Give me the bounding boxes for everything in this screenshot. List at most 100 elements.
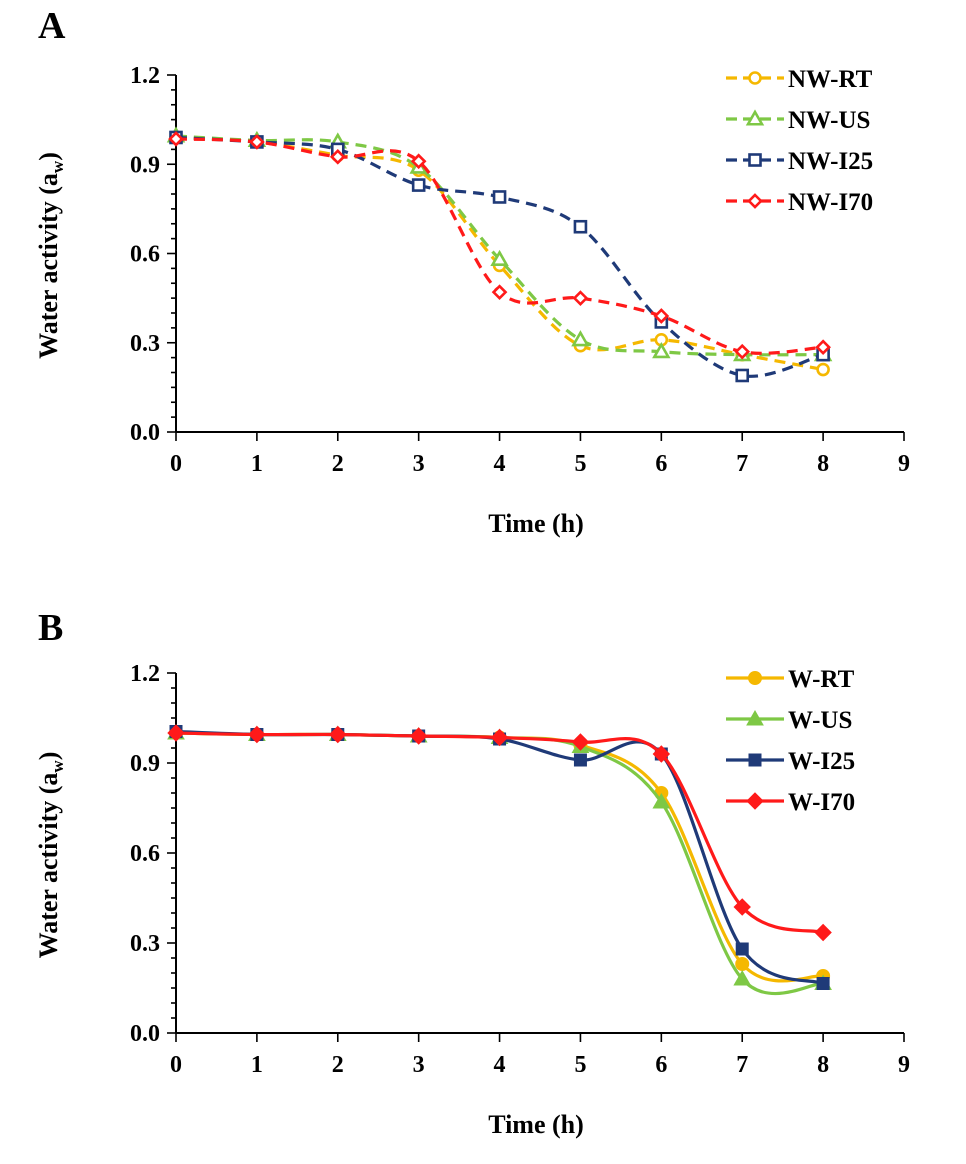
legend-label: NW-I25 (788, 148, 873, 175)
data-point (733, 898, 751, 916)
data-point (652, 792, 671, 809)
data-point (572, 290, 589, 306)
panel-label: A (38, 5, 66, 47)
y-tick-label: 0.3 (130, 331, 160, 357)
data-point (734, 343, 751, 360)
series-NW-I70 (168, 131, 831, 360)
y-tick-label: 0.0 (130, 1021, 160, 1047)
x-tick-label: 6 (655, 1052, 667, 1078)
legend-marker (746, 792, 764, 810)
legend-marker (746, 709, 764, 726)
data-point (814, 923, 832, 942)
series-W-I25 (169, 725, 830, 990)
x-tick-label: 9 (898, 451, 910, 477)
data-point (652, 745, 671, 763)
legend-entry: W-RT (726, 666, 855, 693)
x-tick-label: 8 (817, 451, 829, 477)
x-tick-label: 3 (413, 1052, 425, 1078)
x-tick-label: 1 (251, 1052, 263, 1078)
series-NW-US (166, 126, 833, 362)
data-point (735, 942, 749, 956)
legend-label: W-I70 (788, 789, 855, 816)
data-point (492, 190, 507, 204)
data-point (410, 153, 427, 170)
x-tick-label: 7 (736, 1052, 748, 1078)
chart-panel-B: B 0.0 0.3 0.6 0.9 1.2 0 1 2 3 4 5 6 7 8 9 Time (h) Water … (34, 607, 910, 1139)
series-line (175, 731, 824, 983)
data-point (411, 178, 426, 192)
series-W-I70 (167, 724, 832, 942)
y-title-subscript: w (48, 160, 67, 173)
legend-entry: W-I25 (726, 748, 855, 775)
legend-marker (748, 71, 762, 85)
legend-label: NW-RT (788, 66, 873, 93)
y-axis-title: Water activity (aw) (34, 152, 67, 359)
y-title-close: ) (34, 152, 63, 161)
data-point (733, 969, 752, 986)
y-tick-label: 0.6 (130, 242, 160, 268)
x-tick-label: 5 (574, 451, 586, 477)
legend-entry: NW-I25 (726, 148, 873, 175)
y-tick-label: 0.9 (130, 751, 160, 777)
legend-marker (747, 193, 763, 209)
series-W-RT (169, 726, 831, 983)
data-point (249, 134, 265, 150)
data-point (573, 753, 587, 767)
legend-marker (745, 109, 765, 126)
y-tick-label: 1.2 (130, 661, 160, 687)
x-tick-label: 8 (817, 1052, 829, 1078)
data-point (571, 330, 590, 347)
data-point (573, 219, 588, 234)
y-title-main: Water activity (a (34, 773, 63, 959)
legend-label: W-RT (788, 666, 855, 693)
series-line (175, 137, 824, 355)
data-point (490, 249, 509, 267)
y-axis-title: Water activity (aw) (34, 752, 67, 959)
x-axis-title: Time (h) (488, 1110, 584, 1139)
y-tick-label: 1.2 (130, 63, 160, 89)
legend-marker (748, 153, 762, 167)
legend-entry: W-US (726, 707, 852, 734)
data-point (167, 724, 185, 742)
x-tick-label: 6 (655, 451, 667, 477)
data-point (409, 727, 428, 745)
series-line (175, 731, 824, 935)
legend-label: NW-US (788, 107, 870, 134)
x-tick-label: 3 (413, 451, 425, 477)
data-point (329, 148, 346, 165)
legend-marker (748, 671, 762, 685)
legend-entry: NW-I70 (726, 189, 873, 216)
panel-label: B (38, 607, 63, 649)
series-W-US (167, 723, 832, 996)
data-point (735, 957, 750, 971)
chart-panel-A: A 0.0 0.3 0.6 0.9 1.2 0 1 2 3 4 5 6 7 8 9 Time (h) Water … (34, 5, 910, 538)
data-point (653, 308, 670, 324)
x-tick-label: 0 (170, 451, 182, 477)
x-tick-label: 2 (332, 451, 344, 477)
x-tick-label: 4 (494, 451, 506, 477)
x-tick-label: 9 (898, 1052, 910, 1078)
y-tick-label: 0.3 (130, 931, 160, 957)
data-point (652, 342, 671, 359)
data-point (491, 284, 508, 301)
y-title-main: Water activity (a (34, 173, 63, 359)
data-point (816, 362, 830, 377)
legend-entry: NW-US (726, 107, 870, 134)
legend-label: W-I25 (788, 748, 855, 775)
x-tick-label: 5 (574, 1052, 586, 1078)
legend-entry: W-I70 (726, 789, 855, 816)
data-point (816, 977, 830, 990)
y-tick-label: 0.9 (130, 152, 160, 178)
legend-marker (748, 753, 762, 767)
x-tick-label: 1 (251, 451, 263, 477)
series-line (175, 134, 824, 357)
y-tick-label: 0.6 (130, 841, 160, 867)
y-tick-label: 0.0 (130, 420, 160, 446)
data-point (815, 339, 831, 356)
data-point (490, 728, 509, 747)
data-point (735, 368, 750, 383)
x-tick-label: 4 (494, 1052, 506, 1078)
data-point (248, 725, 266, 744)
legend-label: NW-I70 (788, 189, 873, 216)
